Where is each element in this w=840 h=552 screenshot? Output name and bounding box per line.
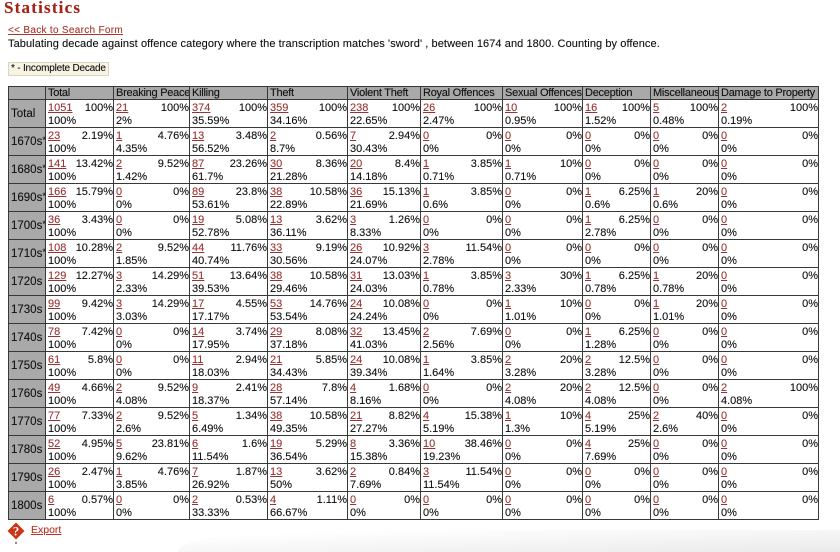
svg-text:?: ? — [13, 524, 20, 539]
